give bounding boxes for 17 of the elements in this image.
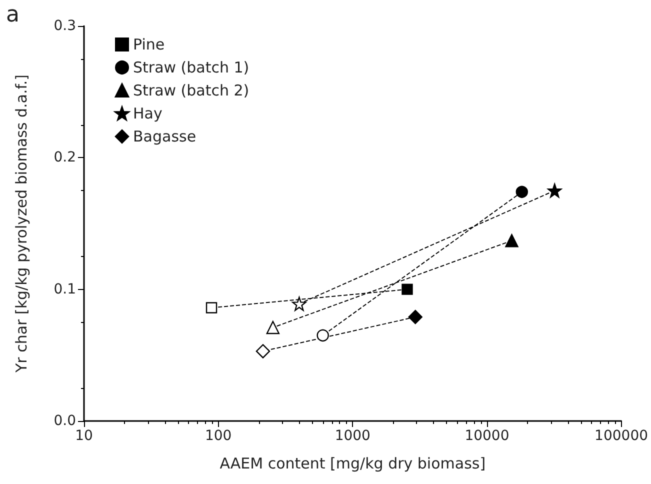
x-tick-label: 100 [204, 428, 232, 444]
x-tick-label: 100000 [594, 428, 648, 444]
legend-label: Straw (batch 1) [133, 58, 250, 76]
legend-label: Straw (batch 2) [133, 82, 250, 100]
legend-label: Bagasse [133, 128, 196, 146]
x-tick-label: 10000 [464, 428, 510, 444]
x-tick-label: 1000 [334, 428, 370, 444]
legend-label: Hay [133, 104, 162, 122]
y-tick-label: 0.1 [54, 281, 76, 298]
text: a [6, 2, 20, 28]
legend-label: Pine [133, 36, 165, 54]
x-tick-label: 10 [75, 428, 93, 444]
y-tick-label: 0.3 [54, 18, 76, 34]
y-axis-title: Yr char [kg/kg pyrolyzed biomass d.a.f.] [12, 74, 30, 374]
y-tick-label: 0.2 [54, 150, 76, 166]
x-axis-title: AAEM content [mg/kg dry biomass] [220, 454, 486, 472]
y-tick-label: 0.0 [54, 413, 76, 429]
